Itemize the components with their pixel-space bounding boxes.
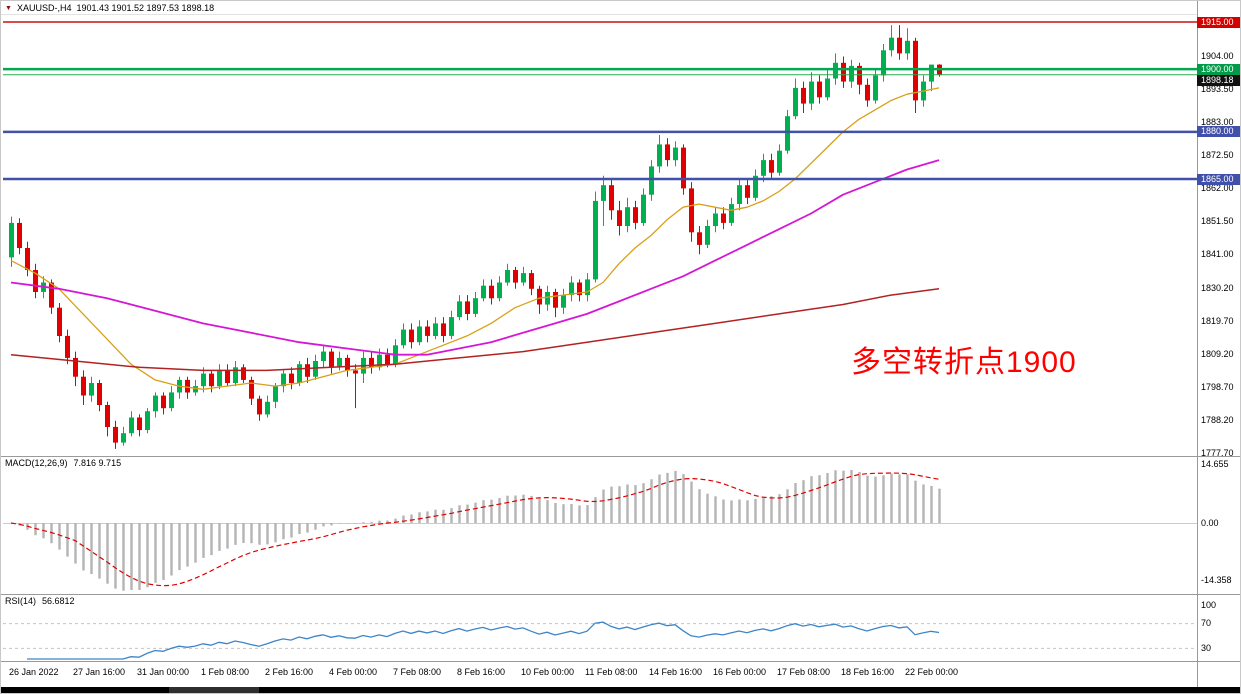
time-axis-label: 26 Jan 2022 <box>9 667 59 677</box>
price-axis-label: 1851.50 <box>1201 215 1234 226</box>
time-axis-label: 1 Feb 08:00 <box>201 667 250 677</box>
time-axis-label: 2 Feb 16:00 <box>265 667 314 677</box>
time-axis-label: 11 Feb 08:00 <box>585 667 638 677</box>
price-axis-label: 1872.50 <box>1201 149 1234 160</box>
chart-annotation-text: 多空转折点1900 <box>851 346 1077 379</box>
rsi-axis-label: 100 <box>1201 599 1217 610</box>
macd-indicator-values: 7.816 9.715 <box>73 458 122 468</box>
chart-title-bar: ▼ XAUUSD-,H4 1901.43 1901.52 1897.53 189… <box>5 3 214 13</box>
chart-ohlc-values: 1901.43 1901.52 1897.53 1898.18 <box>76 3 215 13</box>
chart-symbol-period: XAUUSD-,H4 <box>16 3 72 13</box>
price-axis-label: 1830.20 <box>1201 282 1234 293</box>
price-axis-label: 1893.50 <box>1201 84 1234 94</box>
price-axis-label: 1862.00 <box>1201 182 1234 193</box>
price-badge: 1898.18 <box>1197 75 1240 87</box>
macd-panel-label: MACD(12,26,9) 7.816 9.715 <box>5 458 121 468</box>
price-axis[interactable]: 1904.00 1893.50 1883.00 1872.50 1862.00 1851.… <box>1197 1 1240 687</box>
price-axis-label: 1819.70 <box>1201 315 1234 326</box>
price-axis-label: 1883.00 <box>1201 117 1234 127</box>
macd-axis-label: 14.655 <box>1201 459 1229 469</box>
time-axis-label: 7 Feb 08:00 <box>393 667 442 677</box>
macd-indicator-name: MACD(12,26,9) <box>5 458 68 468</box>
price-badge: 1900.00 <box>1197 63 1240 75</box>
rsi-axis-label: 70 <box>1201 618 1212 629</box>
time-axis-label: 31 Jan 00:00 <box>137 667 190 677</box>
price-axis-label: 1809.20 <box>1201 348 1234 359</box>
time-axis-label: 17 Feb 08:00 <box>777 667 831 677</box>
time-axis-label: 18 Feb 16:00 <box>841 667 895 677</box>
time-axis-label: 8 Feb 16:00 <box>457 667 506 677</box>
time-axis[interactable]: 26 Jan 2022 27 Jan 16:00 31 Jan 00:00 1 Feb… <box>1 663 1197 687</box>
price-axis-label: 1841.00 <box>1201 248 1234 259</box>
price-badge: 1865.00 <box>1197 173 1240 185</box>
price-axis-label: 1777.70 <box>1201 447 1234 458</box>
time-axis-label: 10 Feb 00:00 <box>521 667 575 677</box>
macd-axis-label: -14.358 <box>1201 574 1232 585</box>
time-axis-label: 27 Jan 16:00 <box>73 667 126 677</box>
taskbar <box>1 687 1240 693</box>
price-badge: 1915.00 <box>1197 16 1240 28</box>
price-axis-label: 1798.70 <box>1201 381 1234 392</box>
symbol-dropdown-icon[interactable]: ▼ <box>5 4 12 12</box>
taskbar-item <box>169 687 259 693</box>
time-axis-label: 22 Feb 00:00 <box>905 667 959 677</box>
time-axis-label: 16 Feb 00:00 <box>713 667 767 677</box>
price-axis-label: 1904.00 <box>1201 51 1234 61</box>
rsi-panel-label: RSI(14) 56.6812 <box>5 596 75 606</box>
rsi-indicator-value: 56.6812 <box>42 596 75 606</box>
time-axis-label: 4 Feb 00:00 <box>329 667 378 677</box>
time-axis-label: 14 Feb 16:00 <box>649 667 703 677</box>
price-badge: 1880.00 <box>1197 126 1240 138</box>
macd-axis-label: 0.00 <box>1201 517 1219 528</box>
rsi-indicator-name: RSI(14) <box>5 596 37 606</box>
rsi-axis-label: 30 <box>1201 642 1212 653</box>
price-axis-label: 1788.20 <box>1201 414 1234 425</box>
